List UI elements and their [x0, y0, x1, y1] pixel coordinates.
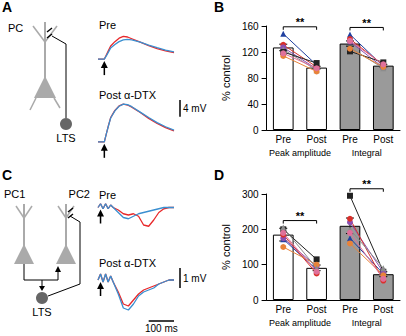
svg-text:Peak amplitude: Peak amplitude: [269, 148, 331, 158]
svg-text:200: 200: [242, 224, 259, 235]
svg-text:Pre: Pre: [99, 189, 116, 201]
svg-text:300: 300: [242, 189, 259, 200]
svg-text:LTS: LTS: [32, 306, 51, 318]
svg-text:Post: Post: [373, 134, 393, 145]
svg-text:100 ms: 100 ms: [145, 323, 178, 334]
svg-text:C: C: [2, 168, 12, 183]
svg-text:Pre: Pre: [275, 304, 291, 315]
svg-text:0: 0: [253, 295, 259, 306]
svg-text:B: B: [214, 0, 224, 15]
svg-text:4 mV: 4 mV: [183, 103, 207, 114]
svg-text:120: 120: [242, 47, 259, 58]
svg-text:Integral: Integral: [352, 148, 382, 158]
svg-text:1 mV: 1 mV: [183, 273, 207, 284]
svg-text:% control: % control: [220, 55, 232, 101]
svg-text:160: 160: [242, 21, 259, 32]
svg-text:Peak amplitude: Peak amplitude: [269, 318, 331, 328]
svg-text:80: 80: [247, 73, 259, 84]
svg-text:**: **: [296, 210, 305, 222]
svg-text:Pre: Pre: [342, 134, 358, 145]
svg-text:Post: Post: [373, 304, 393, 315]
svg-text:**: **: [362, 178, 371, 190]
svg-text:LTS: LTS: [56, 132, 75, 144]
svg-text:PC2: PC2: [69, 188, 90, 200]
svg-text:**: **: [362, 17, 371, 29]
svg-text:Pre: Pre: [99, 19, 116, 31]
svg-text:D: D: [214, 168, 224, 183]
svg-text:PC: PC: [8, 22, 23, 34]
svg-text:Post: Post: [307, 304, 327, 315]
svg-text:0: 0: [253, 125, 259, 136]
svg-text:Integral: Integral: [352, 318, 382, 328]
svg-text:Pre: Pre: [275, 134, 291, 145]
svg-text:% control: % control: [220, 224, 232, 270]
svg-text:Pre: Pre: [342, 304, 358, 315]
svg-text:A: A: [2, 0, 12, 15]
svg-text:100: 100: [242, 259, 259, 270]
svg-text:PC1: PC1: [4, 188, 25, 200]
svg-text:**: **: [296, 16, 305, 28]
svg-text:Post: Post: [307, 134, 327, 145]
svg-text:40: 40: [247, 99, 259, 110]
svg-text:Post α-DTX: Post α-DTX: [99, 89, 157, 101]
svg-text:Post α-DTX: Post α-DTX: [99, 257, 157, 269]
